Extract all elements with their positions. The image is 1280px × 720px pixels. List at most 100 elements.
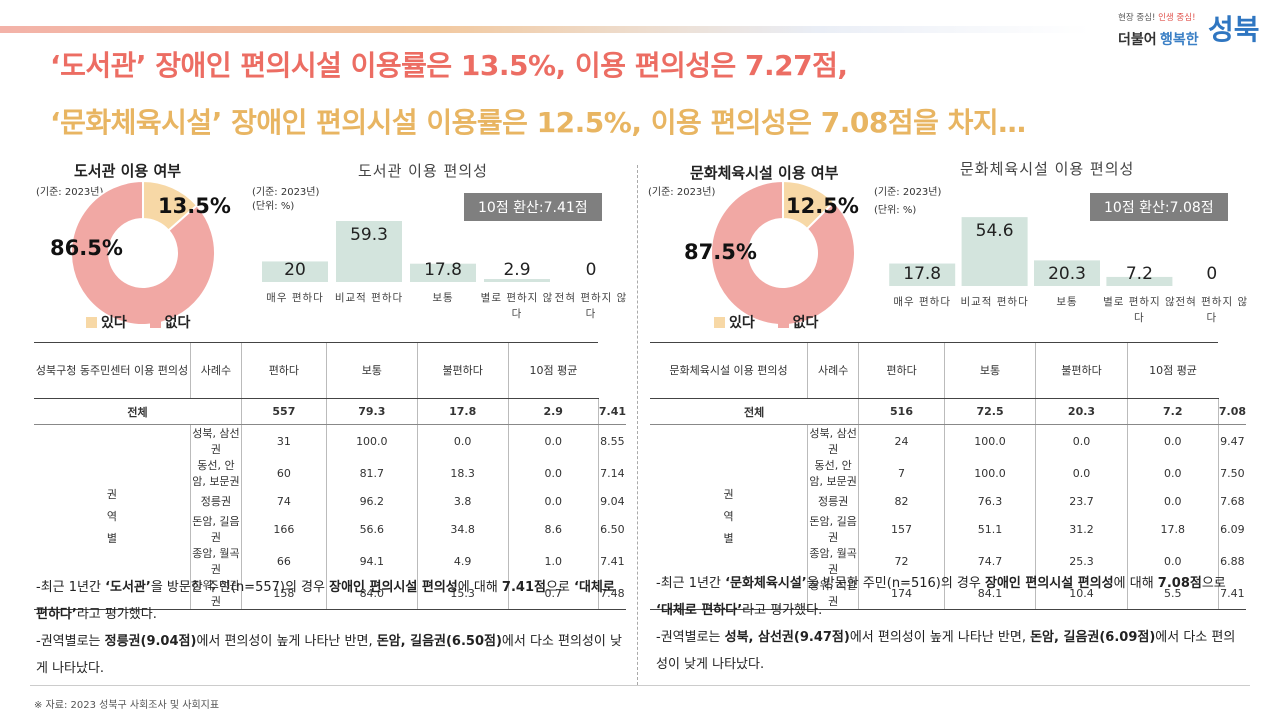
bar: [1106, 276, 1173, 286]
table-cell: 0.0: [1126, 457, 1219, 489]
table-cell: 성북, 삼선권: [189, 424, 242, 457]
pie-title: 도서관 이용 여부: [74, 162, 182, 180]
table-cell: 7.14: [597, 457, 626, 489]
legend-no-swatch: [777, 317, 789, 328]
table-cell: 166: [240, 513, 327, 546]
bar-value-label: 2.9: [503, 260, 531, 280]
table-cell: 7: [858, 457, 945, 489]
table-cell: 0.0: [1126, 545, 1219, 578]
legend-yes: 있다: [86, 315, 127, 331]
table-row: 권 역 별 성북, 삼선권 24 100.0 0.0 0.0 9.47: [650, 424, 1246, 611]
table-cell: 31: [240, 424, 327, 457]
table-cell: 6.88: [1217, 545, 1246, 578]
table-cell: 7.08: [1217, 398, 1246, 425]
bar: [889, 263, 956, 286]
bar: [1034, 260, 1100, 286]
table-cell: 60: [240, 457, 327, 489]
table-cell: 0.0: [1035, 457, 1128, 489]
bar-category-label: 비교적 편하다: [334, 292, 404, 304]
table-cell: 81.7: [325, 457, 418, 489]
bar-value-label: 20.3: [1048, 264, 1086, 284]
table-cell: 전체: [34, 398, 242, 425]
bar-chart: [262, 221, 550, 282]
table-cell: 6.09: [1217, 513, 1246, 546]
table-cell: 557: [240, 398, 327, 425]
pie-chart: [70, 179, 216, 326]
bar: [410, 263, 476, 282]
legend-no: 없다: [149, 315, 190, 331]
table-cell: 2.9: [507, 398, 599, 425]
seongbuk-logo: 현장 중심! 인생 중심! 더불어 행복한 성북: [1112, 8, 1272, 48]
bar-category-label: 전혀 편하지 않다: [554, 292, 628, 320]
table-cell: 7.48: [597, 577, 626, 611]
table-cell: 돈암, 길음권: [806, 513, 859, 546]
table-header-row: 문화체육시설 이용 편의성 사례수 편하다 보통 불편하다 10점 평균: [650, 342, 1246, 399]
ten-point-conversion-badge: 10점 환산:7.41점: [464, 193, 602, 221]
pie-chart: [710, 179, 856, 326]
table-header-cell: 10점 평균: [507, 342, 599, 399]
table-cell: 7.41: [1217, 577, 1246, 611]
summary-line2: -권역별로는 정릉권(9.04점)에서 편의성이 높게 나타난 반면, 돈암, …: [36, 634, 622, 676]
table-cell: 20.3: [1035, 398, 1128, 425]
logo-slogan: 현장 중심! 인생 중심!: [1118, 13, 1196, 23]
logo-line2: 행복한: [1160, 32, 1199, 48]
table-row: 장위, 석관권 174 84.1 10.4 5.5 7.41: [650, 577, 1246, 611]
summary-line2: -권역별로는 성북, 삼선권(9.47점)에서 편의성이 높게 나타난 반면, …: [656, 630, 1236, 672]
table-cell: 0.0: [507, 489, 599, 514]
table-cell: 24: [858, 424, 945, 457]
table-cell: 장위, 석관권: [189, 577, 242, 611]
pie-yes-label: 12.5%: [786, 194, 859, 218]
satisfaction-table: 문화체육시설 이용 편의성 사례수 편하다 보통 불편하다 10점 평균 전체 516 72.…: [650, 342, 1246, 611]
table-cell: 66: [240, 545, 327, 578]
table-header-cell: 사례수: [189, 342, 242, 399]
bar-category-label: 보통: [1056, 296, 1078, 308]
table-cell: 72: [858, 545, 945, 578]
bar-category-label: 비교적 편하다: [960, 296, 1029, 308]
table-cell: 1.0: [507, 545, 599, 578]
pie-legend: 있다 없다: [714, 312, 836, 332]
bar-value-label: 0: [1206, 264, 1218, 284]
table-row: 종암, 월곡권 72 74.7 25.3 0.0 6.88: [650, 545, 1246, 578]
table-cell: 7.50: [1217, 457, 1246, 489]
table-cell: 56.6: [325, 513, 418, 546]
pie-no-label: 86.5%: [50, 236, 123, 260]
table-header-cell: 문화체육시설 이용 편의성: [650, 342, 808, 399]
summary-line1: -최근 1년간 ‘도서관’을 방문한 주민(n=557)의 경우 장애인 편의시…: [36, 580, 615, 622]
table-cell: 돈암, 길음권: [189, 513, 242, 546]
table-row: 돈암, 길음권 166 56.6 34.8 8.6 6.50: [34, 513, 626, 546]
legend-yes-swatch: [86, 317, 97, 328]
table-cell: 516: [858, 398, 945, 425]
table-row-total: 전체 557 79.3 17.8 2.9 7.41: [34, 398, 626, 425]
bar-category-label: 보통: [432, 292, 454, 304]
table-cell: 17.8: [416, 398, 509, 425]
table-cell: 9.04: [597, 489, 626, 514]
headline-culture-sports: ‘문화체육시설’ 장애인 편의시설 이용률은 12.5%, 이용 편의성은 7.…: [50, 106, 1026, 139]
logo-brand: 성북: [1208, 13, 1260, 46]
header-gradient-bar: [0, 26, 1090, 33]
table-cell: 84.0: [325, 577, 418, 611]
table-cell: 17.8: [1126, 513, 1219, 546]
table-row: 권 역 별 성북, 삼선권 31 100.0 0.0 0.0 8.55: [34, 424, 626, 611]
culture-sports-panel: 문화체육시설 이용 여부 (기준: 2023년) 12.5% 87.5% 있다 …: [648, 150, 1248, 680]
table-cell: 0.0: [507, 457, 599, 489]
table-cell: 동선, 안암, 보문권: [806, 457, 859, 489]
bar-category-label: 매우 편하다: [893, 296, 951, 308]
table-cell: 0.0: [416, 424, 509, 457]
table-header-cell: 편하다: [858, 342, 945, 399]
table-cell: 4.9: [416, 545, 509, 578]
table-cell: 0.0: [507, 424, 599, 457]
table-cell: 100.0: [943, 424, 1036, 457]
bar-note-year: (기준: 2023년): [874, 187, 942, 198]
pie-slice-no: [710, 179, 856, 326]
bar-value-label: 59.3: [350, 225, 388, 245]
table-cell: 96.2: [325, 489, 418, 514]
table-row: 정릉권 74 96.2 3.8 0.0 9.04: [34, 489, 626, 514]
table-cell: 157: [858, 513, 945, 546]
table-row: 동선, 안암, 보문권 60 81.7 18.3 0.0 7.14: [34, 457, 626, 489]
summary-text: -최근 1년간 ‘문화체육시설’을 방문한 주민(n=516)의 경우 장애인 …: [656, 570, 1246, 678]
table-cell: 76.3: [943, 489, 1036, 514]
table-cell: 동선, 안암, 보문권: [189, 457, 242, 489]
summary-line1: -최근 1년간 ‘문화체육시설’을 방문한 주민(n=516)의 경우 장애인 …: [656, 576, 1226, 618]
